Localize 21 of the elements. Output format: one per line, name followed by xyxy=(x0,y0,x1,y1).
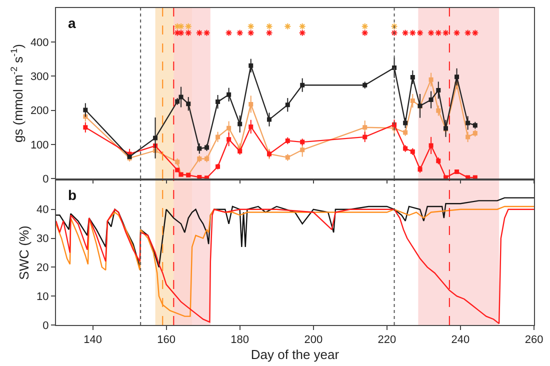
y-tick-label: 100 xyxy=(30,139,49,152)
y-tick-label: 400 xyxy=(30,36,49,49)
y-tick-label: 300 xyxy=(30,71,49,84)
y-tick-label: 200 xyxy=(30,105,49,118)
y-tick-label: 0 xyxy=(42,320,49,332)
y-tick-label: 40 xyxy=(36,204,49,216)
x-tick-label: 200 xyxy=(304,334,323,346)
y-tick-label: 30 xyxy=(36,233,49,246)
x-axis-title: Day of the year xyxy=(250,346,340,362)
x-tick-label: 180 xyxy=(230,334,250,346)
x-tick-label: 240 xyxy=(451,334,470,346)
annotation: b xyxy=(68,187,77,203)
x-tick-label: 220 xyxy=(378,334,396,346)
y-tick-label: 20 xyxy=(36,262,49,274)
x-tick-label: 160 xyxy=(157,334,176,346)
x-tick-label: 260 xyxy=(524,334,544,346)
x-tick-label: 140 xyxy=(84,334,102,346)
y-tick-label: 10 xyxy=(36,290,49,303)
y-tick-label: 0 xyxy=(42,173,49,186)
annotation: a xyxy=(68,15,76,31)
y-axis-title: SWC (%) xyxy=(16,226,32,280)
